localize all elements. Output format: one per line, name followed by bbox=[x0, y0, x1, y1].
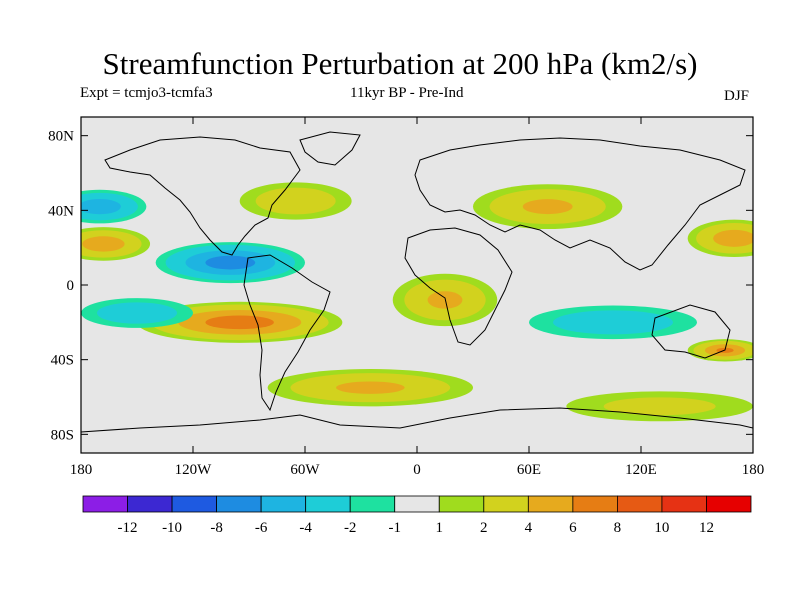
anomaly-fields bbox=[81, 182, 753, 422]
coast-south-america bbox=[243, 254, 331, 412]
colorbar: -12 -10 -8 -6 -4 -2 -1 1 2 4 6 8 10 12 bbox=[82, 495, 752, 536]
field-caribbean-low bbox=[155, 242, 305, 284]
colorbar-label: -6 bbox=[255, 520, 268, 536]
contour-level bbox=[81, 198, 121, 215]
lat-tick-label: 40S bbox=[51, 353, 74, 369]
colorbar-swatch bbox=[438, 495, 485, 513]
axis-ticks: 180 120W 60W 0 60E 120E 180 80N 40N 0 40S 80S bbox=[48, 117, 764, 478]
field-north-atlantic-high bbox=[239, 182, 352, 220]
colorbar-label: 2 bbox=[480, 520, 488, 536]
contour-level bbox=[205, 315, 274, 330]
colorbar-swatch bbox=[706, 495, 752, 513]
lat-tick-label: 0 bbox=[67, 278, 75, 294]
period-label: 11kyr BP - Pre-Ind bbox=[350, 85, 464, 101]
field-southern-ocean-high bbox=[267, 369, 473, 407]
colorbar-label: 4 bbox=[525, 520, 533, 536]
colorbar-label: -2 bbox=[344, 520, 357, 536]
coast-australia bbox=[651, 304, 731, 359]
colorbar-swatch bbox=[171, 495, 217, 513]
contour-level bbox=[713, 229, 753, 247]
colorbar-swatch bbox=[216, 495, 262, 513]
colorbar-label: -4 bbox=[299, 520, 312, 536]
colorbar-swatch bbox=[127, 495, 173, 513]
contour-level bbox=[603, 397, 716, 416]
colorbar-swatch bbox=[661, 495, 707, 513]
coast-antarctica bbox=[81, 407, 753, 433]
lon-tick-label: 180 bbox=[70, 462, 93, 478]
colorbar-label: 1 bbox=[436, 520, 444, 536]
contour-level bbox=[255, 187, 336, 215]
field-north-pacific-high bbox=[81, 227, 151, 261]
colorbar-swatch bbox=[260, 495, 307, 513]
colorbar-swatch bbox=[572, 495, 618, 513]
colorbar-label: -1 bbox=[388, 520, 401, 536]
colorbar-label: 10 bbox=[654, 520, 669, 536]
lat-tick-label: 80S bbox=[51, 427, 74, 443]
field-indian-ocean-low bbox=[529, 305, 697, 340]
colorbar-label: 12 bbox=[699, 520, 714, 536]
colorbar-label: -10 bbox=[162, 520, 182, 536]
chart-title: Streamfunction Perturbation at 200 hPa (… bbox=[102, 46, 698, 81]
contour-level bbox=[97, 302, 177, 324]
contour-level bbox=[553, 310, 673, 335]
lat-tick-label: 80N bbox=[48, 129, 74, 145]
coastlines bbox=[81, 131, 753, 433]
colorbar-label: -12 bbox=[118, 520, 138, 536]
lon-tick-label: 120E bbox=[625, 462, 657, 478]
colorbar-swatch bbox=[617, 495, 663, 513]
colorbar-swatch bbox=[82, 495, 128, 513]
colorbar-label: 6 bbox=[569, 520, 577, 536]
colorbar-swatch bbox=[483, 495, 529, 513]
season-label: DJF bbox=[724, 88, 750, 104]
coast-north-america bbox=[104, 136, 301, 256]
field-antarctic-high bbox=[566, 391, 753, 422]
contour-level bbox=[522, 199, 573, 215]
field-west-asia-high bbox=[473, 184, 623, 230]
experiment-label: Expt = tcmjo3-tcmfa3 bbox=[80, 85, 213, 101]
lon-tick-label: 180 bbox=[742, 462, 765, 478]
field-east-pacific-high-n bbox=[687, 219, 753, 257]
lon-tick-label: 120W bbox=[175, 462, 213, 478]
field-north-pacific-low bbox=[81, 189, 147, 224]
lon-tick-label: 60E bbox=[517, 462, 541, 478]
coast-eurasia bbox=[414, 137, 746, 271]
contour-level bbox=[82, 236, 125, 252]
colorbar-label: 8 bbox=[614, 520, 622, 536]
colorbar-swatch bbox=[394, 495, 440, 513]
coast-africa bbox=[404, 227, 513, 346]
field-south-pacific-low bbox=[81, 298, 193, 328]
colorbar-swatch bbox=[349, 495, 396, 513]
coast-greenland bbox=[299, 131, 361, 166]
contour-level bbox=[336, 381, 405, 394]
lon-tick-label: 60W bbox=[290, 462, 320, 478]
colorbar-swatch bbox=[527, 495, 574, 513]
colorbar-label: -8 bbox=[210, 520, 223, 536]
colorbar-swatch bbox=[305, 495, 351, 513]
contour-level bbox=[205, 255, 256, 270]
lat-tick-label: 40N bbox=[48, 203, 74, 219]
lon-tick-label: 0 bbox=[413, 462, 421, 478]
